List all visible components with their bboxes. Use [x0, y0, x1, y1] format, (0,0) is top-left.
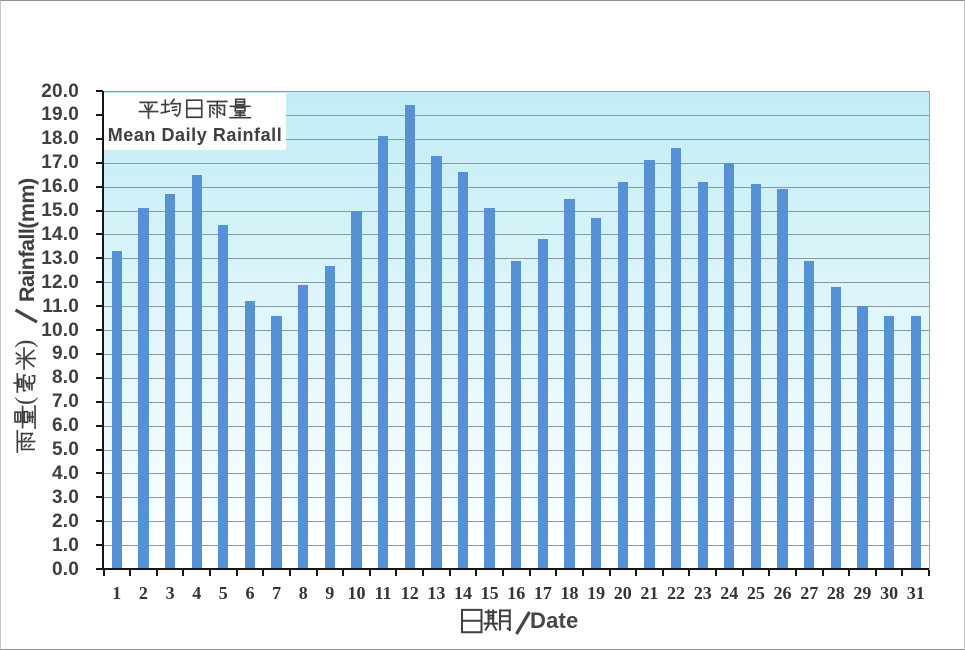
svg-text:(: ( [12, 397, 39, 405]
svg-text:Rainfall(mm): Rainfall(mm) [15, 178, 39, 302]
svg-text:): ) [12, 340, 39, 348]
